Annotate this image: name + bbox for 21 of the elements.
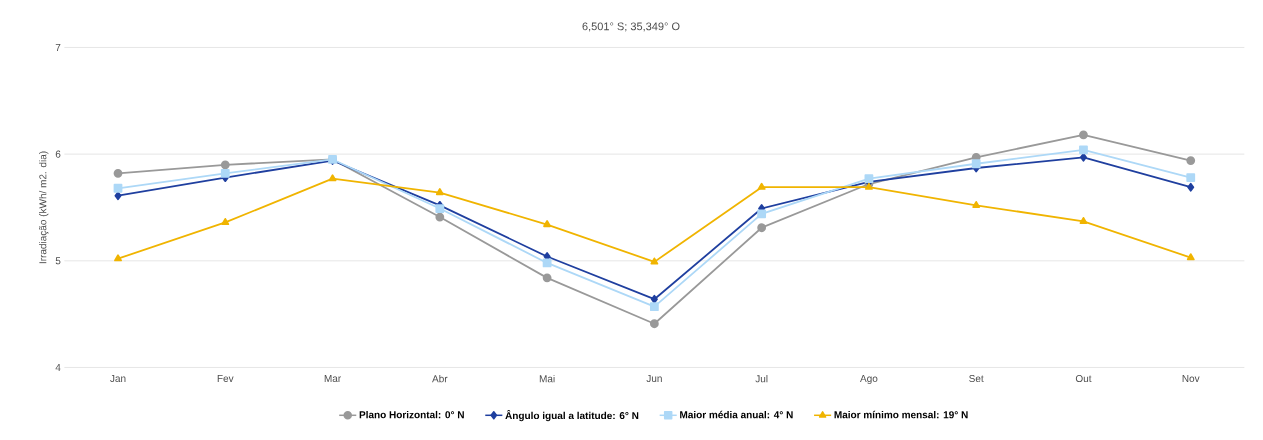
x-tick-label: Nov: [1182, 375, 1200, 382]
y-tick-label: 5: [55, 257, 61, 265]
x-tick-label: Jul: [755, 375, 768, 383]
y-axis-title: Irradiação (kWh/ m2. dia): [39, 151, 49, 264]
x-tick-label: Mai: [539, 375, 555, 383]
chart-subtitle: 6,501° S; 35,349° O: [582, 22, 680, 32]
legend-label: Ângulo igual a latitude: 6° N: [505, 410, 639, 422]
x-tick-label: Jan: [110, 375, 126, 382]
x-tick-label: Ago: [860, 375, 878, 384]
x-tick-label: Fev: [217, 375, 234, 382]
x-tick-label: Out: [1075, 375, 1092, 383]
x-tick-label: Abr: [432, 375, 448, 383]
x-tick-label: Jun: [646, 375, 662, 382]
y-tick-label: 4: [55, 364, 61, 371]
x-tick-label: Mar: [324, 375, 341, 382]
legend-label: Plano Horizontal: 0° N: [359, 410, 464, 419]
x-tick-label: Set: [969, 375, 984, 383]
y-tick-label: 7: [55, 44, 61, 51]
legend-label: Maior média anual: 4° N: [680, 410, 793, 419]
legend-label: Maior mínimo mensal: 19° N: [834, 410, 968, 419]
y-tick-label: 6: [55, 150, 61, 158]
